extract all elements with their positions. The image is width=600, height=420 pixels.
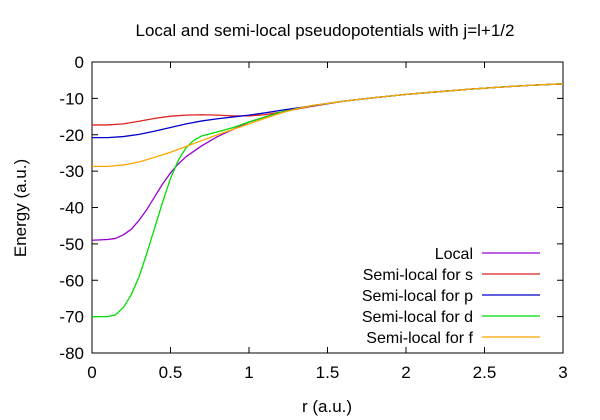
x-tick-label: 3 <box>558 363 567 382</box>
x-tick-label: 2.5 <box>473 363 497 382</box>
y-tick-label: -80 <box>59 344 84 363</box>
legend-label: Local <box>435 246 473 263</box>
x-tick-label: 2 <box>401 363 410 382</box>
y-tick-label: -60 <box>59 271 84 290</box>
y-axis: 0 -10 -20 -30 -40 -50 -60 -70 -80 <box>59 53 563 363</box>
chart-title: Local and semi-local pseudopotentials wi… <box>136 21 515 40</box>
x-axis-label: r (a.u.) <box>302 397 352 416</box>
series-line-semi-local-for-s <box>92 83 564 126</box>
y-axis-label: Energy (a.u.) <box>11 159 30 257</box>
series-layer <box>91 83 564 318</box>
x-tick-label: 0 <box>87 363 96 382</box>
series-line-local <box>91 83 564 241</box>
legend: Local Semi-local for s Semi-local for p Sem… <box>362 246 540 347</box>
y-tick-label: -30 <box>59 162 84 181</box>
y-tick-label: -40 <box>59 199 84 218</box>
plot-frame <box>91 61 564 354</box>
series-line-semi-local-for-f <box>92 83 564 168</box>
legend-label: Semi-local for p <box>362 288 473 305</box>
x-axis: 0 0.5 1 1.5 2 2.5 3 <box>87 62 568 382</box>
y-tick-label: -50 <box>59 235 84 254</box>
x-tick-label: 1.5 <box>316 363 340 382</box>
legend-label: Semi-local for f <box>366 330 473 347</box>
x-tick-label: 1 <box>244 363 253 382</box>
x-tick-label: 0.5 <box>159 363 183 382</box>
y-tick-label: -70 <box>59 308 84 327</box>
legend-label: Semi-local for s <box>363 267 473 284</box>
legend-label: Semi-local for d <box>362 309 473 326</box>
series-line-semi-local-for-d <box>92 83 564 318</box>
series-line-semi-local-for-p <box>92 83 564 139</box>
y-tick-label: 0 <box>75 53 84 72</box>
y-tick-label: -20 <box>59 126 84 145</box>
y-tick-label: -10 <box>59 89 84 108</box>
